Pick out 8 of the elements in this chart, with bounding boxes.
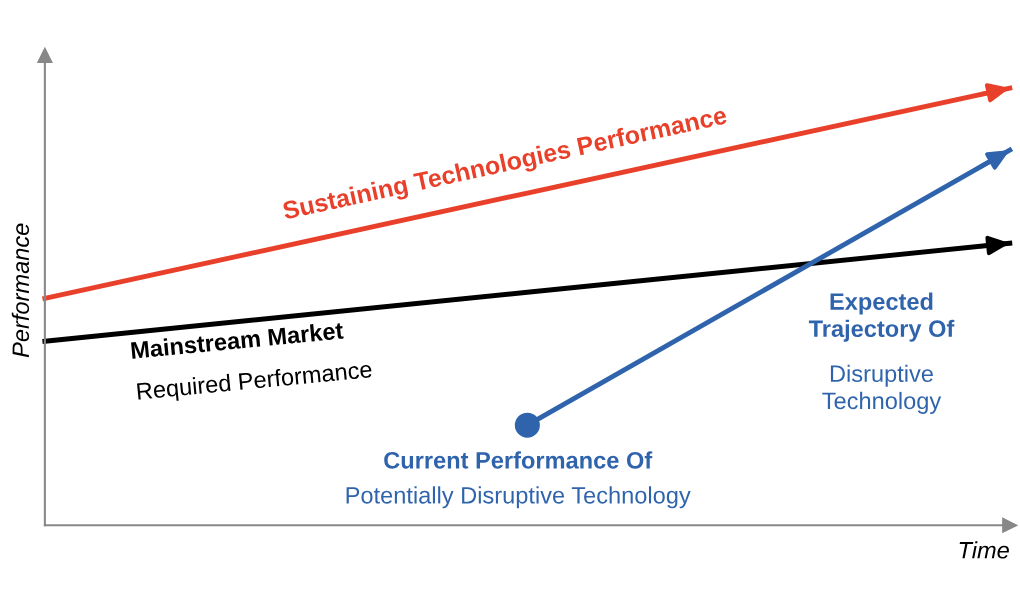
annotation: Required Performance — [136, 360, 373, 405]
y-axis-title: Performance — [11, 223, 30, 358]
annotation: Current Performance Of — [384, 451, 653, 469]
x-axis-title: Time — [959, 541, 1009, 559]
annotation: Mainstream Market — [130, 321, 344, 359]
annotation: Disruptive Technology — [822, 364, 942, 414]
annotation: Potentially Disruptive Technology — [346, 486, 691, 509]
annotation: Expected Trajectory Of — [808, 292, 955, 342]
